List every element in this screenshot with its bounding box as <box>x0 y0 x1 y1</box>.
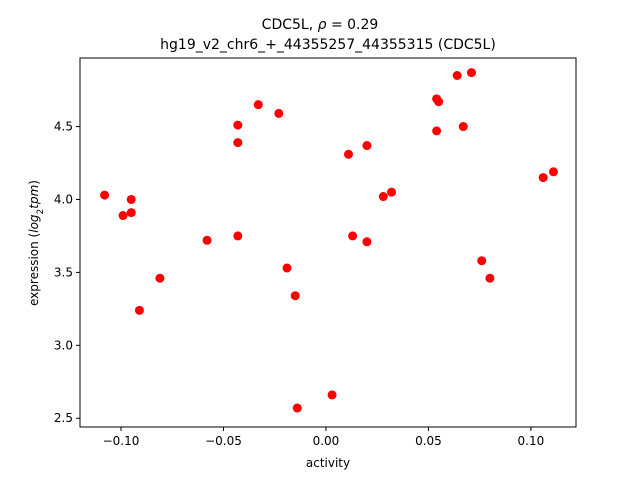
x-axis-label: activity <box>306 456 350 470</box>
y-tick-label: 4.0 <box>54 192 73 206</box>
data-point <box>343 149 353 159</box>
data-point <box>126 194 136 204</box>
data-point <box>485 273 495 283</box>
data-point <box>100 190 110 200</box>
data-point <box>253 100 263 110</box>
x-tick-label: 0.10 <box>518 434 545 448</box>
data-point <box>126 208 136 218</box>
data-point <box>387 187 397 197</box>
y-tick-label: 3.0 <box>54 338 73 352</box>
data-point <box>362 237 372 247</box>
data-point <box>202 235 212 245</box>
data-point <box>466 68 476 78</box>
data-point <box>548 167 558 177</box>
data-point <box>233 120 243 130</box>
data-point <box>348 231 358 241</box>
data-point <box>378 192 388 202</box>
data-point <box>233 138 243 148</box>
data-point <box>362 141 372 151</box>
x-axis-ticks: −0.10 −0.05 0.00 0.05 0.10 <box>103 427 545 448</box>
chart-title-line-1: CDC5L, ρ = 0.29 <box>262 17 379 33</box>
data-point <box>233 231 243 241</box>
y-tick-label: 2.5 <box>54 411 73 425</box>
data-point <box>477 256 487 266</box>
x-tick-label: −0.05 <box>205 434 242 448</box>
data-point <box>538 173 548 183</box>
y-tick-label: 3.5 <box>54 265 73 279</box>
data-point <box>292 403 302 413</box>
chart-title-line-2: hg19_v2_chr6_+_44355257_44355315 (CDC5L) <box>160 37 496 53</box>
x-tick-label: 0.00 <box>313 434 340 448</box>
data-point <box>282 263 292 273</box>
x-tick-label: −0.10 <box>103 434 140 448</box>
data-point <box>155 273 165 283</box>
y-axis-ticks: 2.5 3.0 3.5 4.0 4.5 <box>54 120 80 425</box>
data-point <box>327 390 337 400</box>
data-point <box>458 122 468 132</box>
data-point <box>134 305 144 315</box>
data-point <box>434 97 444 107</box>
y-axis-label: expression (log2tpm) <box>27 180 46 306</box>
x-tick-label: 0.05 <box>415 434 442 448</box>
data-point <box>274 108 284 118</box>
y-tick-label: 4.5 <box>54 120 73 134</box>
data-point <box>432 126 442 136</box>
plot-frame <box>79 57 577 428</box>
data-point <box>290 291 300 301</box>
data-point <box>118 211 128 221</box>
data-point <box>452 71 462 81</box>
data-points <box>100 68 558 413</box>
